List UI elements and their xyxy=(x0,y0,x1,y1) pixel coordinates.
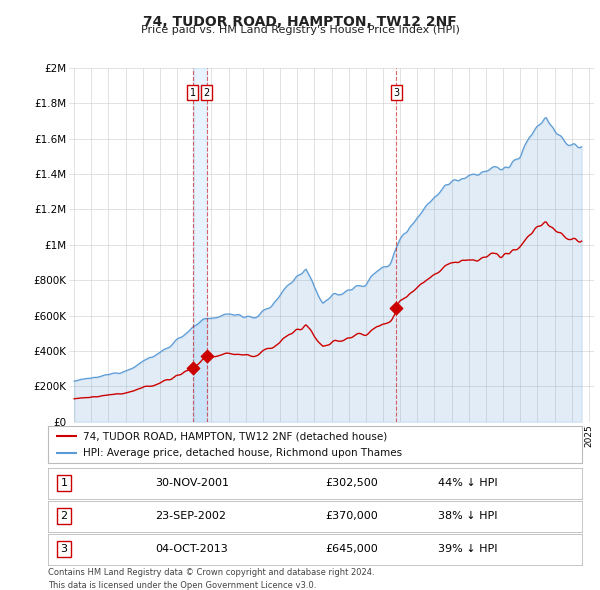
Text: 04-OCT-2013: 04-OCT-2013 xyxy=(155,545,227,554)
Text: 74, TUDOR ROAD, HAMPTON, TW12 2NF: 74, TUDOR ROAD, HAMPTON, TW12 2NF xyxy=(143,15,457,29)
Text: This data is licensed under the Open Government Licence v3.0.: This data is licensed under the Open Gov… xyxy=(48,581,316,589)
Text: 23-SEP-2002: 23-SEP-2002 xyxy=(155,512,226,521)
Text: 1: 1 xyxy=(190,88,196,97)
Text: 1: 1 xyxy=(61,478,68,488)
Text: 39% ↓ HPI: 39% ↓ HPI xyxy=(438,545,497,554)
Text: £645,000: £645,000 xyxy=(326,545,379,554)
Text: 38% ↓ HPI: 38% ↓ HPI xyxy=(438,512,497,521)
Text: 44% ↓ HPI: 44% ↓ HPI xyxy=(438,478,497,488)
Text: £370,000: £370,000 xyxy=(326,512,379,521)
Text: Price paid vs. HM Land Registry's House Price Index (HPI): Price paid vs. HM Land Registry's House … xyxy=(140,25,460,35)
Text: 2: 2 xyxy=(203,88,210,97)
Text: 2: 2 xyxy=(61,512,68,521)
Text: 74, TUDOR ROAD, HAMPTON, TW12 2NF (detached house): 74, TUDOR ROAD, HAMPTON, TW12 2NF (detac… xyxy=(83,431,387,441)
Point xyxy=(188,363,197,373)
Text: 30-NOV-2001: 30-NOV-2001 xyxy=(155,478,229,488)
Text: 3: 3 xyxy=(61,545,68,554)
Text: HPI: Average price, detached house, Richmond upon Thames: HPI: Average price, detached house, Rich… xyxy=(83,448,402,458)
Text: Contains HM Land Registry data © Crown copyright and database right 2024.: Contains HM Land Registry data © Crown c… xyxy=(48,568,374,576)
Text: 3: 3 xyxy=(393,88,399,97)
Point xyxy=(391,303,401,313)
Bar xyxy=(193,68,207,422)
Point xyxy=(202,352,212,361)
Text: £302,500: £302,500 xyxy=(326,478,379,488)
